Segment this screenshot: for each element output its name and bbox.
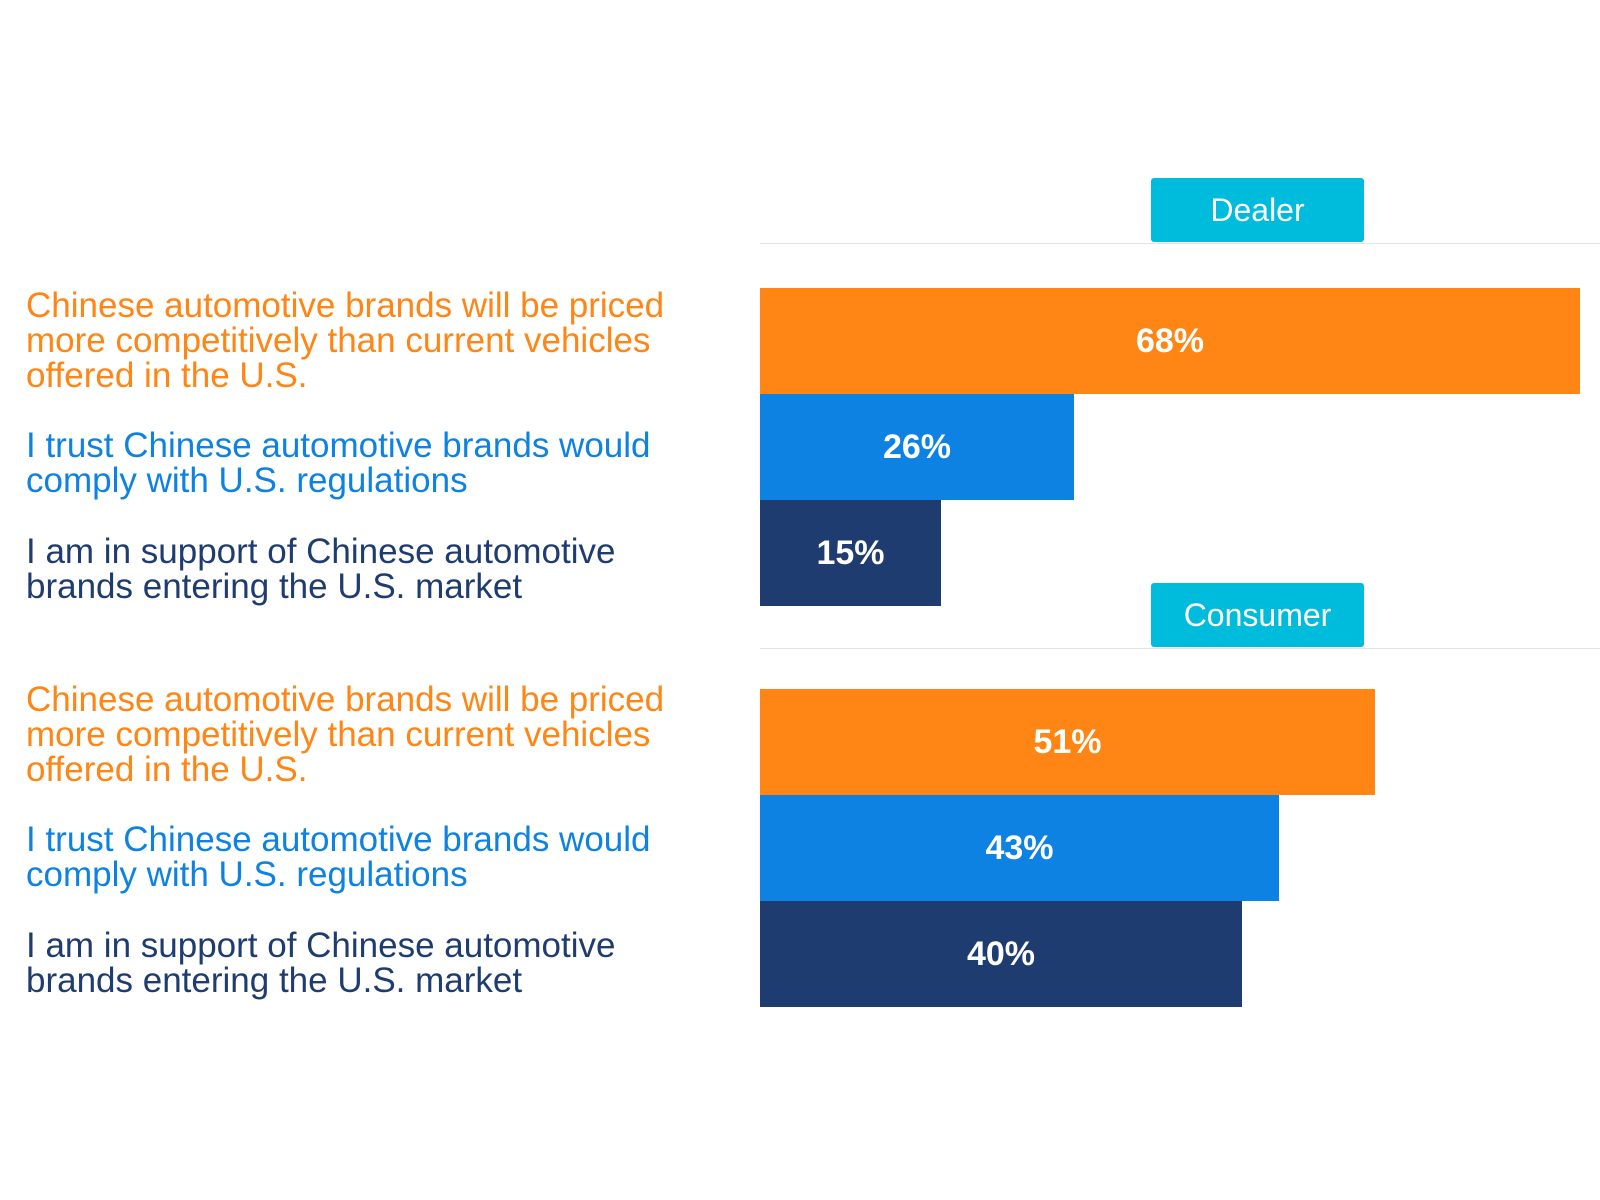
- consumer-label-trust-regulations: I trust Chinese automotive brands would …: [26, 820, 651, 894]
- consumer-value-trust-regulations: 43%: [985, 828, 1054, 867]
- dealer-label-priced-competitively: Chinese automotive brands will be priced…: [26, 286, 665, 395]
- consumer-bar-trust-regulations: 43%: [760, 795, 1279, 901]
- dealer-value-trust-regulations: 26%: [882, 427, 952, 466]
- dealer-value-priced-competitively: 68%: [1135, 321, 1205, 360]
- dealer-bar-priced-competitively: 68%: [760, 288, 1580, 394]
- consumer-divider: [760, 648, 1600, 649]
- dealer-divider: [760, 243, 1600, 244]
- dealer-bar-support-entry: 15%: [760, 500, 941, 606]
- dealer-badge: Dealer: [1151, 178, 1364, 242]
- consumer-value-priced-competitively: 51%: [1033, 722, 1102, 761]
- consumer-bar-support-entry: 40%: [760, 901, 1242, 1007]
- consumer-badge: Consumer: [1151, 583, 1364, 647]
- dealer-label-support-entry: I am in support of Chinese automotive br…: [26, 532, 616, 606]
- consumer-bar-priced-competitively: 51%: [760, 689, 1375, 795]
- dealer-value-support-entry: 15%: [816, 533, 885, 572]
- consumer-label-priced-competitively: Chinese automotive brands will be priced…: [26, 680, 665, 789]
- dealer-label-trust-regulations: I trust Chinese automotive brands would …: [26, 426, 651, 500]
- dealer-bar-trust-regulations: 26%: [760, 394, 1074, 500]
- consumer-value-support-entry: 40%: [966, 934, 1036, 973]
- consumer-label-support-entry: I am in support of Chinese automotive br…: [26, 926, 616, 1000]
